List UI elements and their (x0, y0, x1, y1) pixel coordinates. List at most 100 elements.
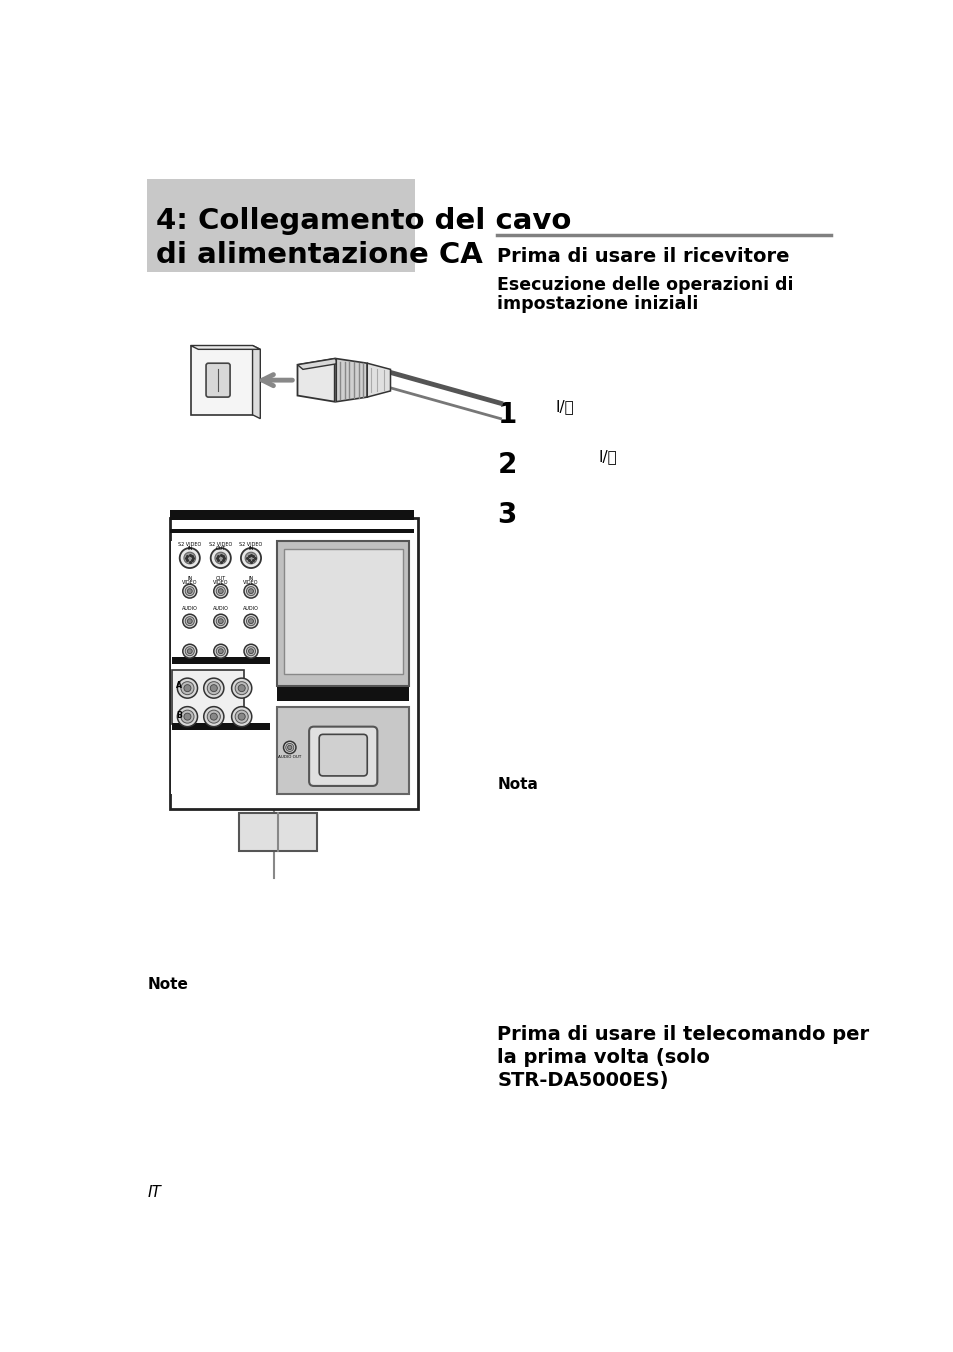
Circle shape (216, 587, 225, 596)
FancyBboxPatch shape (319, 734, 367, 776)
Polygon shape (191, 346, 253, 415)
Text: Prima di usare il ricevitore: Prima di usare il ricevitore (497, 247, 789, 266)
Circle shape (187, 588, 192, 594)
Circle shape (213, 614, 228, 629)
Polygon shape (367, 364, 390, 397)
Text: AUDIO: AUDIO (213, 606, 229, 611)
Circle shape (218, 588, 223, 594)
Circle shape (249, 619, 253, 623)
Circle shape (183, 614, 196, 629)
Circle shape (187, 619, 192, 623)
Circle shape (245, 552, 256, 564)
Bar (170, 510, 414, 521)
Text: AUDIO: AUDIO (182, 606, 197, 611)
Text: STR-DA5000ES): STR-DA5000ES) (497, 1071, 668, 1090)
Text: AUDIO: AUDIO (243, 606, 258, 611)
Text: OUT: OUT (215, 545, 226, 550)
Polygon shape (297, 358, 340, 369)
Circle shape (246, 646, 255, 656)
Circle shape (216, 617, 225, 626)
Circle shape (246, 587, 255, 596)
Bar (172, 723, 270, 730)
Text: A: A (175, 681, 181, 691)
Circle shape (207, 710, 220, 723)
Circle shape (246, 617, 255, 626)
Bar (277, 707, 409, 794)
Circle shape (283, 741, 295, 753)
Text: VIDEO: VIDEO (182, 580, 197, 585)
Circle shape (185, 587, 194, 596)
Circle shape (210, 713, 217, 721)
Circle shape (285, 744, 294, 752)
Circle shape (177, 707, 197, 726)
Text: IN: IN (248, 545, 253, 550)
Polygon shape (297, 358, 335, 402)
Polygon shape (253, 346, 260, 419)
Circle shape (185, 646, 194, 656)
Bar (172, 657, 270, 664)
Bar (283, 549, 402, 675)
Circle shape (185, 617, 194, 626)
Circle shape (249, 588, 253, 594)
Circle shape (181, 710, 193, 723)
Text: I/⏻: I/⏻ (555, 399, 574, 415)
Bar (171, 541, 271, 794)
Circle shape (216, 646, 225, 656)
Text: di alimentazione CA: di alimentazione CA (156, 241, 482, 269)
FancyBboxPatch shape (206, 364, 230, 397)
Text: Prima di usare il telecomando per: Prima di usare il telecomando per (497, 1025, 869, 1044)
Text: S2 VIDEO: S2 VIDEO (239, 542, 262, 546)
Text: 3: 3 (497, 502, 517, 529)
Bar (290, 692, 311, 702)
Polygon shape (191, 346, 260, 349)
Text: S2 VIDEO: S2 VIDEO (178, 542, 201, 546)
Circle shape (210, 684, 217, 692)
Circle shape (204, 679, 224, 698)
Text: OUT: OUT (215, 576, 226, 581)
FancyBboxPatch shape (309, 726, 377, 786)
Circle shape (183, 645, 196, 658)
Circle shape (204, 707, 224, 726)
Bar (170, 529, 414, 534)
Text: IN: IN (248, 576, 253, 581)
Circle shape (218, 619, 223, 623)
Circle shape (238, 713, 245, 721)
Bar (277, 687, 409, 702)
Circle shape (211, 548, 231, 568)
Text: VIDEO: VIDEO (243, 580, 258, 585)
Text: impostazione iniziali: impostazione iniziali (497, 295, 699, 312)
Circle shape (184, 713, 191, 721)
Bar (277, 541, 409, 685)
Text: I/⏻: I/⏻ (598, 449, 617, 465)
Circle shape (187, 649, 192, 653)
Text: Esecuzione delle operazioni di: Esecuzione delle operazioni di (497, 276, 793, 295)
Circle shape (213, 584, 228, 598)
Circle shape (244, 645, 257, 658)
Circle shape (232, 707, 252, 726)
Text: IN: IN (187, 545, 193, 550)
Bar (172, 671, 244, 725)
Circle shape (177, 679, 197, 698)
Text: 4: Collegamento del cavo: 4: Collegamento del cavo (156, 207, 571, 235)
Circle shape (244, 614, 257, 629)
Circle shape (179, 548, 199, 568)
Circle shape (181, 681, 193, 695)
Circle shape (213, 645, 228, 658)
Circle shape (232, 679, 252, 698)
Text: 2: 2 (497, 452, 517, 479)
Circle shape (207, 681, 220, 695)
Circle shape (184, 552, 195, 564)
Text: S2 VIDEO: S2 VIDEO (209, 542, 233, 546)
Circle shape (234, 681, 248, 695)
Circle shape (184, 684, 191, 692)
Circle shape (214, 552, 227, 564)
Polygon shape (335, 358, 367, 402)
Bar (147, 180, 415, 272)
Text: IT: IT (147, 1184, 161, 1199)
Text: B: B (175, 711, 181, 719)
Circle shape (238, 684, 245, 692)
Circle shape (287, 745, 292, 749)
Text: 1: 1 (497, 402, 517, 429)
Bar (170, 518, 417, 808)
Circle shape (218, 649, 223, 653)
